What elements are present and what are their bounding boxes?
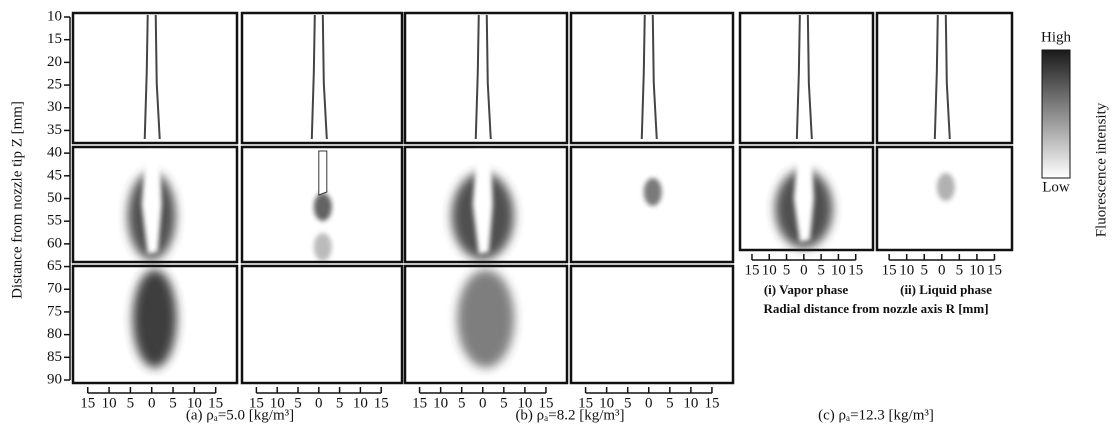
y-tick-label: 80 xyxy=(47,326,62,342)
x-tick-label: 10 xyxy=(102,395,117,411)
x-tick-label: 5 xyxy=(169,395,177,411)
liquid-blob xyxy=(314,193,332,221)
vapor-cloud xyxy=(457,270,514,368)
liquid-core xyxy=(319,151,327,195)
y-tick-label: 70 xyxy=(47,281,62,297)
phase-label: (i) Vapor phase xyxy=(764,282,849,297)
caption: (c) ρₐ=12.3 [kg/m³] xyxy=(818,407,934,423)
x-tick-label: 15 xyxy=(882,262,897,278)
y-tick-label: 10 xyxy=(47,8,62,24)
x-tick-label: 0 xyxy=(938,262,946,278)
vapor-cloud xyxy=(133,270,177,368)
x-tick-label: 10 xyxy=(831,262,846,278)
x-tick-label: 15 xyxy=(704,395,719,411)
x-tick-label: 0 xyxy=(315,395,323,411)
x-tick-label: 15 xyxy=(848,262,863,278)
x-tick-label: 0 xyxy=(645,395,653,411)
y-tick-label: 50 xyxy=(47,190,62,206)
x-tick-label: 0 xyxy=(148,395,156,411)
liquid-blob xyxy=(314,233,332,261)
y-tick-label: 55 xyxy=(47,213,62,229)
x-tick-label: 15 xyxy=(374,395,389,411)
x-tick-label: 10 xyxy=(683,395,698,411)
x-tick-label: 5 xyxy=(666,395,674,411)
phase-label: (ii) Liquid phase xyxy=(900,282,992,297)
liquid-blob xyxy=(937,173,955,201)
x-tick-label: 10 xyxy=(270,395,285,411)
x-tick-label: 10 xyxy=(762,262,777,278)
x-tick-label: 5 xyxy=(783,262,791,278)
x-tick-label: 15 xyxy=(412,395,427,411)
x-tick-label: 5 xyxy=(336,395,344,411)
x-tick-label: 15 xyxy=(987,262,1002,278)
x-tick-label: 0 xyxy=(800,262,808,278)
y-tick-label: 75 xyxy=(47,303,62,319)
x-tick-label: 5 xyxy=(956,262,964,278)
y-tick-label: 45 xyxy=(47,167,62,183)
radial-axis-label: Radial distance from nozzle axis R [mm] xyxy=(763,301,988,316)
x-tick-label: 5 xyxy=(458,395,466,411)
x-tick-label: 10 xyxy=(517,395,532,411)
y-tick-label: 65 xyxy=(47,258,62,274)
x-tick-label: 5 xyxy=(921,262,929,278)
y-tick-label: 30 xyxy=(47,99,62,115)
colorbar-low: Low xyxy=(1042,179,1070,195)
x-tick-label: 10 xyxy=(899,262,914,278)
x-tick-label: 5 xyxy=(500,395,508,411)
spray-image xyxy=(644,178,662,206)
x-tick-label: 5 xyxy=(817,262,825,278)
x-tick-label: 10 xyxy=(969,262,984,278)
panel-frame xyxy=(740,13,873,143)
spray-image xyxy=(133,270,177,368)
panel-frame xyxy=(877,13,1012,143)
x-tick-label: 10 xyxy=(599,395,614,411)
y-tick-label: 20 xyxy=(47,54,62,70)
x-tick-label: 15 xyxy=(208,395,223,411)
liquid-blob xyxy=(644,178,662,206)
x-tick-label: 5 xyxy=(127,395,135,411)
x-tick-label: 15 xyxy=(578,395,593,411)
panel-frame xyxy=(242,13,402,143)
y-tick-label: 15 xyxy=(47,31,62,47)
x-tick-label: 10 xyxy=(433,395,448,411)
spray-image xyxy=(457,270,514,368)
y-tick-label: 85 xyxy=(47,349,62,365)
panel-frame xyxy=(571,13,733,143)
panel-frame xyxy=(242,266,402,383)
x-tick-label: 5 xyxy=(624,395,632,411)
x-tick-label: 15 xyxy=(80,395,95,411)
y-tick-label: 40 xyxy=(47,145,62,161)
y-tick-label: 35 xyxy=(47,122,62,138)
x-tick-label: 15 xyxy=(249,395,264,411)
colorbar xyxy=(1042,50,1070,178)
y-tick-label: 25 xyxy=(47,77,62,93)
panel-frame xyxy=(571,266,733,383)
x-tick-label: 10 xyxy=(353,395,368,411)
x-tick-label: 15 xyxy=(538,395,553,411)
y-axis-label: Distance from nozzle tip Z [mm] xyxy=(9,101,25,299)
y-tick-label: 90 xyxy=(47,371,62,387)
colorbar-high: High xyxy=(1041,29,1072,45)
figure: Distance from nozzle tip Z [mm] High Low… xyxy=(0,0,1114,427)
x-tick-label: 10 xyxy=(187,395,202,411)
x-tick-label: 0 xyxy=(479,395,487,411)
colorbar-label: Fluorescence intensity xyxy=(1093,102,1109,237)
x-tick-label: 15 xyxy=(744,262,759,278)
x-tick-label: 5 xyxy=(294,395,302,411)
spray-image xyxy=(937,173,955,201)
panel-frame xyxy=(405,13,567,143)
y-tick-label: 60 xyxy=(47,235,62,251)
